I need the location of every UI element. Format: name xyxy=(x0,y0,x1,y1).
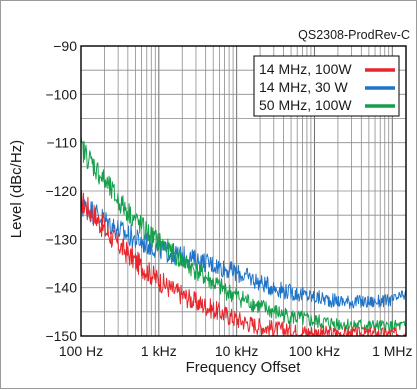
y-tick-label: −150 xyxy=(45,328,77,344)
legend: 14 MHz, 100W 14 MHz, 30 W 50 MHz, 100W xyxy=(253,55,400,117)
x-tick-label: 10 kHz xyxy=(215,343,259,359)
x-axis-label: Frequency Offset xyxy=(186,359,302,376)
legend-label: 50 MHz, 100W xyxy=(259,97,352,113)
y-tick-label: −130 xyxy=(45,231,77,247)
plot-area-border xyxy=(80,45,407,337)
y-tick-label: −90 xyxy=(53,38,77,54)
x-tick-label: 100 Hz xyxy=(59,343,103,359)
legend-box xyxy=(253,55,400,117)
series-line xyxy=(80,136,407,333)
series-lines xyxy=(80,136,407,337)
y-axis-label: Level (dBc/Hz) xyxy=(8,140,25,238)
legend-label: 14 MHz, 30 W xyxy=(259,79,348,95)
x-tick-label: 1 kHz xyxy=(141,343,177,359)
y-tick-label: −120 xyxy=(45,183,77,199)
y-tick-label: −100 xyxy=(45,86,77,102)
y-tick-label: −110 xyxy=(47,135,78,151)
y-tick-label: −140 xyxy=(45,280,77,296)
chart-title: QS2308-ProdRev-C xyxy=(298,28,410,42)
x-tick-label: 100 kHz xyxy=(289,343,340,359)
x-tick-label: 1 MHz xyxy=(372,343,412,359)
series-line xyxy=(80,194,407,309)
legend-label: 14 MHz, 100W xyxy=(259,61,352,77)
